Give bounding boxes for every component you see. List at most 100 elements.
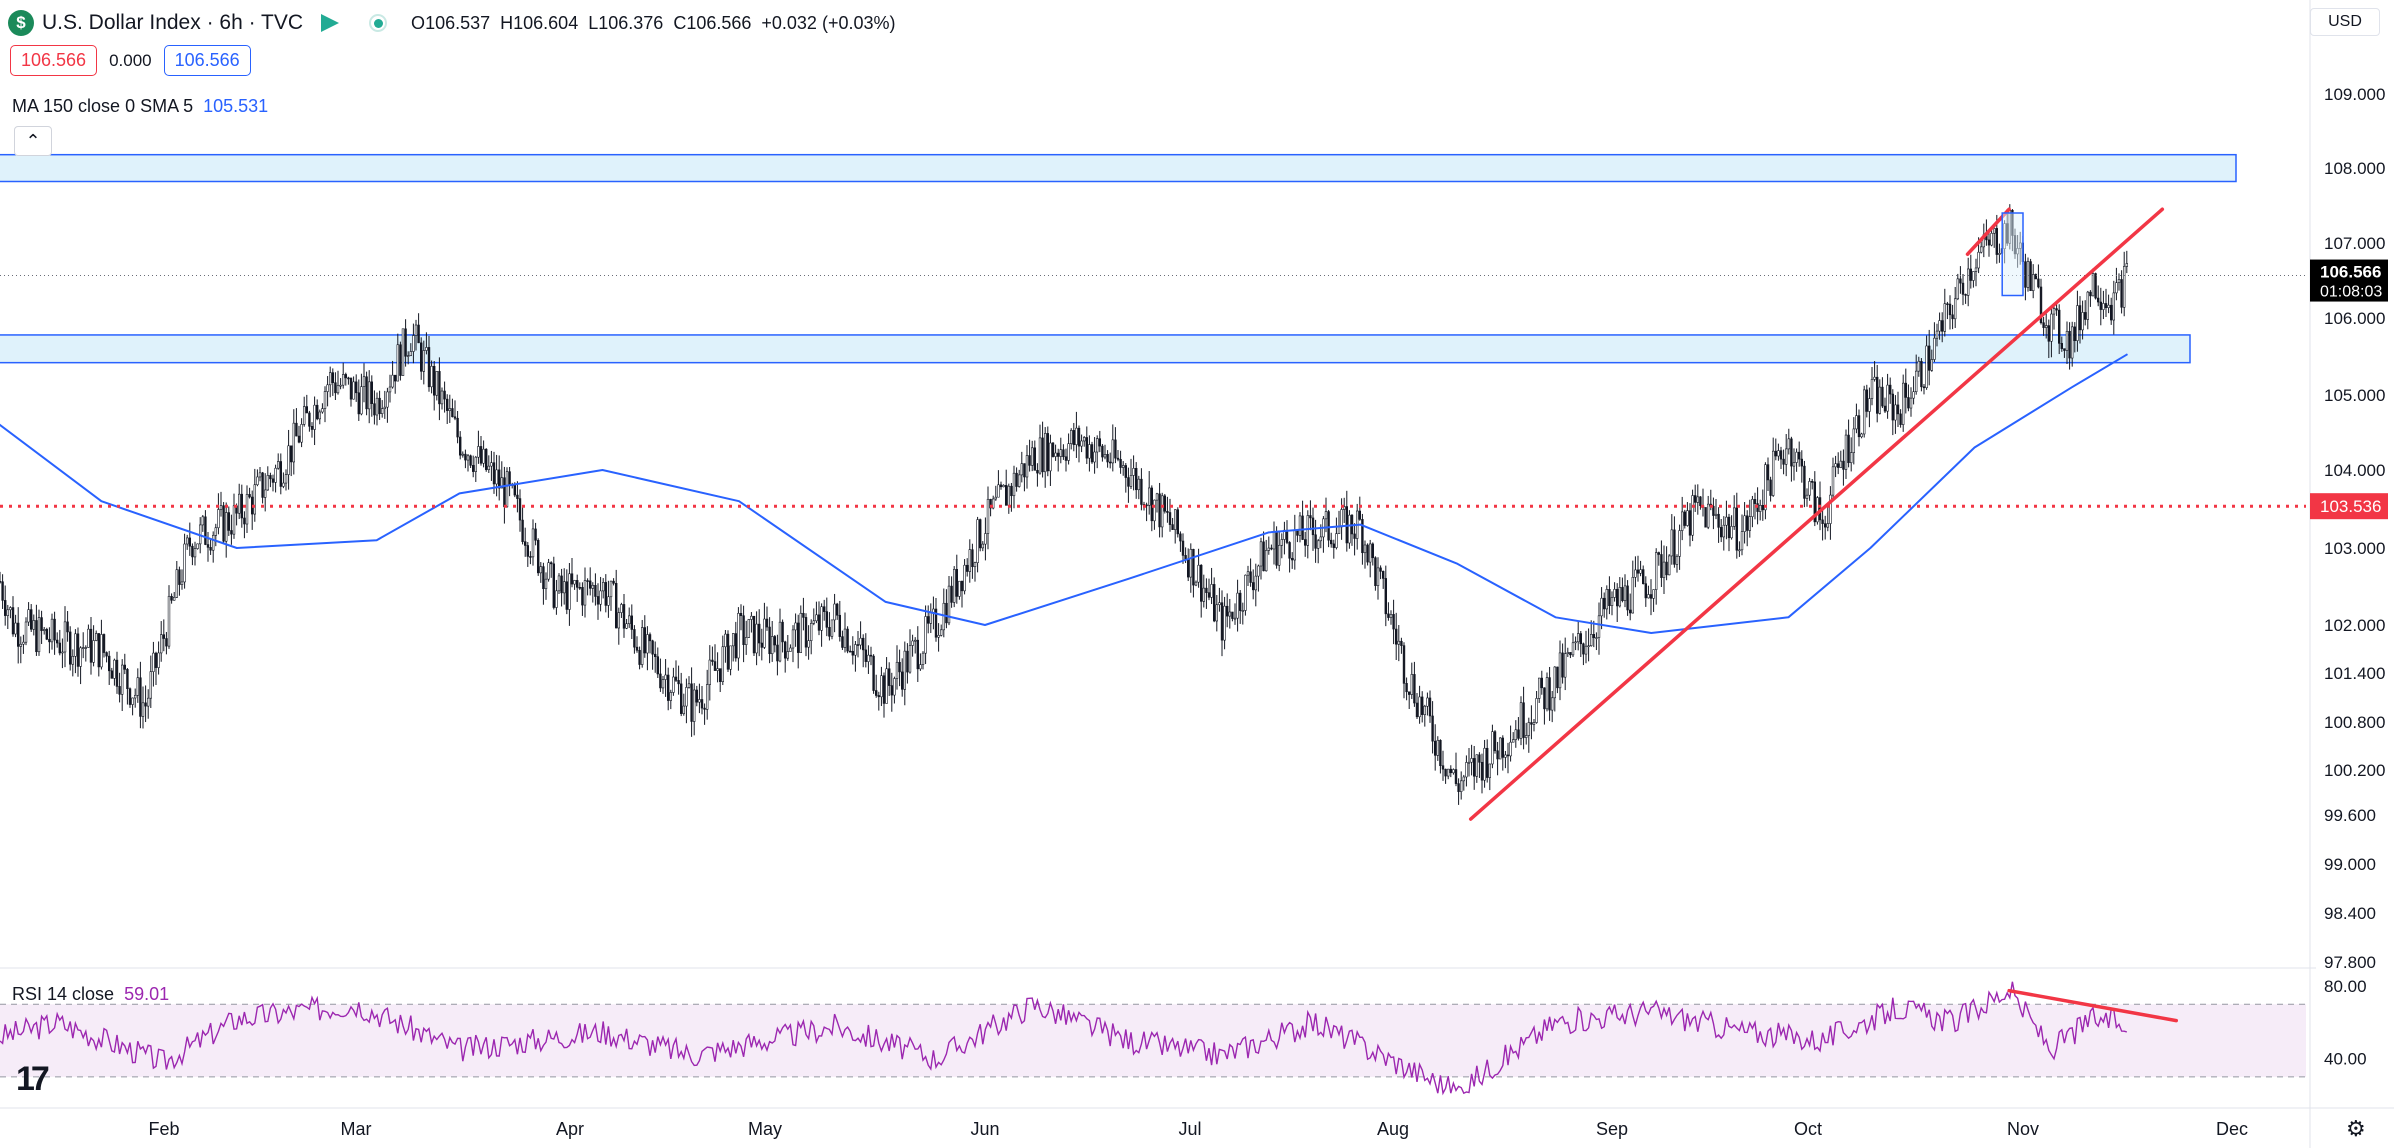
candle-162 [419, 342, 423, 372]
currency-selector[interactable]: USD [2310, 8, 2380, 36]
candle-319 [828, 627, 831, 637]
candle-345 [895, 661, 899, 679]
candle-177 [458, 436, 462, 456]
rsi-divergence-line[interactable] [2007, 988, 2179, 1023]
candle-266 [690, 683, 693, 722]
gear-icon[interactable]: ⚙ [2346, 1116, 2366, 1141]
sell-button[interactable]: 106.566 [10, 45, 98, 76]
candle-380 [986, 498, 990, 534]
candle-381 [989, 498, 992, 509]
candle-766 [1990, 232, 1993, 246]
candle-507 [1317, 540, 1320, 549]
candle-241 [625, 623, 628, 629]
candle-510 [1324, 511, 1328, 520]
candle-81 [209, 547, 212, 551]
candle-565 [1467, 761, 1471, 764]
candle-146 [378, 397, 381, 414]
candle-29 [74, 633, 77, 657]
candle-793 [2060, 343, 2063, 349]
candle-352 [913, 639, 917, 642]
rsi-legend[interactable]: RSI 14 close 59.01 [12, 984, 169, 1005]
candle-661 [1717, 513, 1720, 528]
candle-184 [477, 446, 480, 458]
candle-466 [1210, 584, 1213, 598]
candle-255 [661, 679, 665, 689]
tradingview-logo[interactable]: 17 [16, 1060, 50, 1098]
candle-752 [1954, 298, 1957, 320]
candle-542 [1408, 691, 1411, 695]
candle-372 [965, 564, 969, 572]
candle-84 [217, 509, 220, 529]
candle-5 [11, 607, 15, 635]
candle-649 [1686, 510, 1689, 526]
candle-478 [1241, 610, 1245, 612]
flag-icon[interactable] [321, 14, 340, 32]
ma150-line[interactable] [0, 353, 2129, 634]
candle-42 [108, 655, 111, 672]
candle-181 [469, 455, 472, 466]
symbol-title[interactable]: U.S. Dollar Index · 6h · TVC [42, 11, 304, 34]
candle-592 [1538, 677, 1541, 699]
candle-167 [432, 365, 436, 396]
candle-248 [643, 627, 647, 654]
price-tick-12: 99.000 [2324, 855, 2376, 874]
candle-46 [118, 686, 121, 695]
candle-282 [731, 633, 735, 647]
candle-337 [874, 690, 878, 696]
rsi-plot[interactable] [0, 981, 2306, 1096]
candle-67 [173, 597, 176, 601]
candle-56 [144, 702, 147, 707]
candle-543 [1410, 674, 1414, 695]
candle-133 [344, 374, 347, 379]
buy-button[interactable]: 106.566 [163, 45, 251, 76]
candle-153 [396, 344, 399, 382]
candle-407 [1057, 452, 1060, 457]
candle-18 [45, 629, 49, 640]
candle-57 [147, 697, 150, 707]
candle-675 [1753, 499, 1757, 504]
collapse-legend-button[interactable]: ⌃ [14, 126, 52, 156]
candle-20 [50, 618, 54, 643]
candle-111 [287, 445, 290, 475]
candle-51 [131, 697, 134, 705]
trade-buttons: 106.566 0.000 106.566 [10, 45, 251, 76]
main-plot[interactable] [0, 153, 2306, 821]
candle-259 [672, 676, 675, 693]
candle-435 [1129, 475, 1133, 487]
candle-746 [1938, 320, 1941, 332]
candle-156 [404, 328, 407, 357]
candle-519 [1348, 514, 1351, 544]
candle-62 [160, 634, 163, 654]
candle-690 [1792, 462, 1796, 467]
candle-805 [2091, 273, 2095, 297]
candle-307 [796, 622, 800, 653]
price-tick-2: 107.000 [2324, 234, 2385, 253]
market-status-icon[interactable] [369, 14, 388, 32]
rsi-line[interactable] [0, 981, 2127, 1096]
candle-781 [2029, 261, 2032, 291]
candle-125 [323, 391, 327, 409]
symbol-header[interactable]: $ U.S. Dollar Index · 6h · TVC O106.537 … [8, 8, 896, 38]
candle-76 [196, 543, 199, 549]
candle-750 [1948, 303, 1952, 316]
candle-11 [27, 609, 30, 623]
candle-333 [864, 649, 868, 662]
support-zone[interactable] [0, 334, 2191, 364]
candle-549 [1426, 697, 1429, 707]
ma-legend[interactable]: MA 150 close 0 SMA 5 105.531 [12, 96, 268, 117]
candle-475 [1233, 617, 1237, 620]
peak-box[interactable] [2001, 212, 2024, 297]
ascending-trendline[interactable] [1468, 207, 2165, 821]
candle-566 [1470, 758, 1473, 763]
candle-179 [464, 453, 467, 461]
upper-resistance-zone[interactable] [0, 153, 2237, 183]
candle-58 [149, 671, 152, 699]
candle-782 [2032, 274, 2035, 291]
candle-652 [1694, 495, 1697, 503]
candle-209 [542, 566, 545, 590]
candle-225 [583, 580, 587, 606]
candle-250 [648, 634, 652, 642]
countdown-label: 01:08:03 [2320, 284, 2382, 301]
